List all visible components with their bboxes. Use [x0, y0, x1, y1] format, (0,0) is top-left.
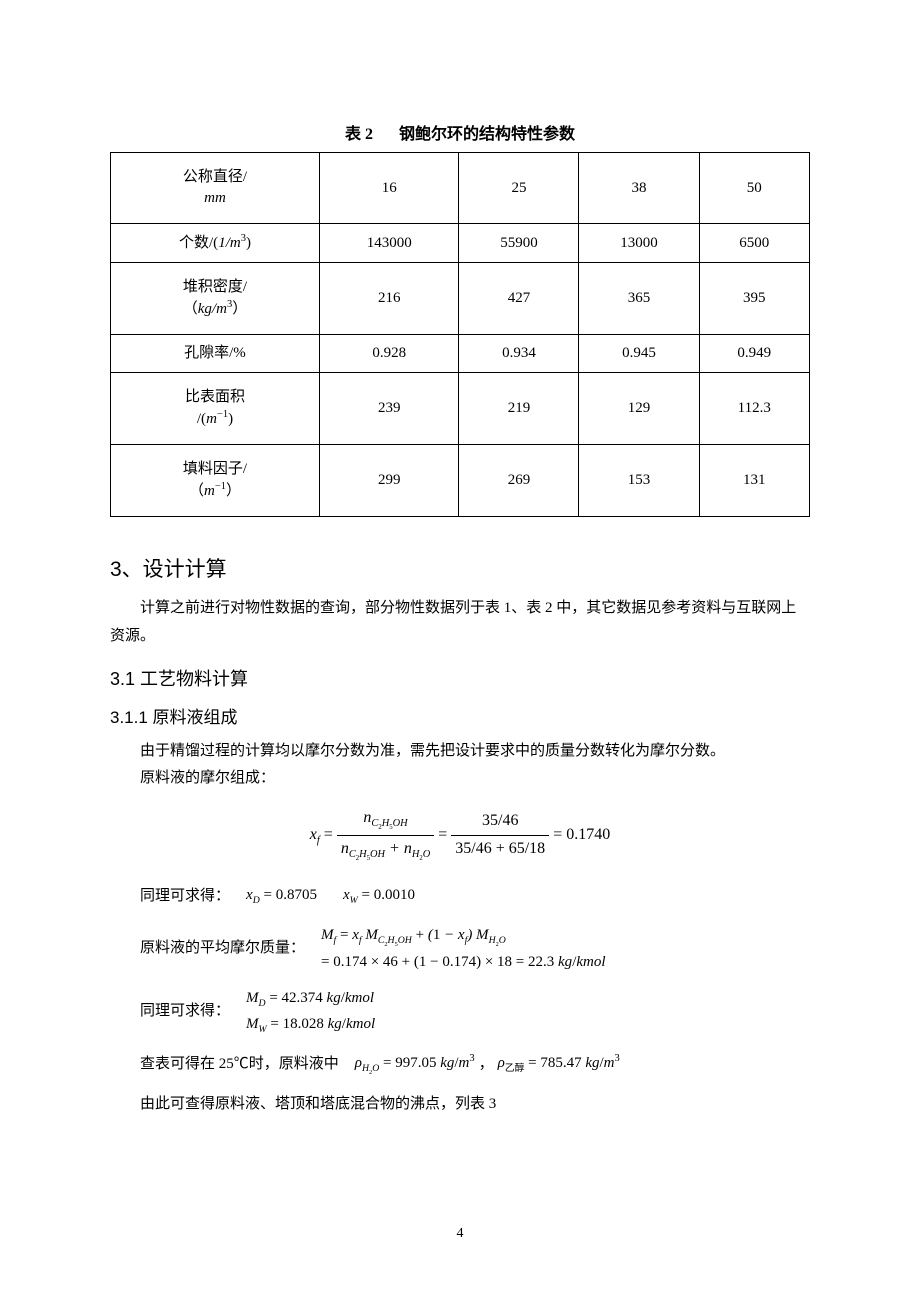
cell: 13000: [579, 224, 699, 263]
params-table: 公称直径/ mm 16 25 38 50 个数/(1/m3) 143000 55…: [110, 152, 810, 517]
heading-3-1-1: 3.1.1 原料液组成: [110, 703, 810, 728]
cell: 55900: [459, 224, 579, 263]
paragraph: 计算之前进行对物性数据的查询，部分物性数据列于表 1、表 2 中，其它数据见参考…: [110, 595, 810, 651]
table-row: 孔隙率/% 0.928 0.934 0.945 0.949: [111, 335, 810, 373]
heading-3: 3、设计计算: [110, 553, 810, 583]
cell: 427: [459, 263, 579, 335]
heading-3-1: 3.1 工艺物料计算: [110, 665, 810, 691]
cell: 395: [699, 263, 809, 335]
equation-xf: xf = nC2H5OH nC2H5OH + nH2O = 35/46 35/4…: [110, 807, 810, 863]
page-number: 4: [0, 1226, 920, 1242]
line-mf: 原料液的平均摩尔质量： Mf = xf MC2H5OH + (1 − xf) M…: [110, 923, 810, 974]
row-label: 堆积密度/ （kg/m3）: [111, 263, 320, 335]
line-xd-xw: 同理可求得： xD = 0.8705 xW = 0.0010: [110, 881, 810, 911]
cell: 6500: [699, 224, 809, 263]
cell: 365: [579, 263, 699, 335]
table-number: 表 2: [345, 126, 373, 143]
line-md-mw: 同理可求得： MD = 42.374 kg/kmol MW = 18.028 k…: [110, 986, 810, 1037]
cell: 216: [319, 263, 458, 335]
table-row: 堆积密度/ （kg/m3） 216 427 365 395: [111, 263, 810, 335]
row-label: 公称直径/ mm: [111, 153, 320, 224]
table-row: 填料因子/ （m−1） 299 269 153 131: [111, 445, 810, 517]
row-label: 孔隙率/%: [111, 335, 320, 373]
table-row: 公称直径/ mm 16 25 38 50: [111, 153, 810, 224]
cell: 129: [579, 373, 699, 445]
cell: 131: [699, 445, 809, 517]
paragraph: 由此可查得原料液、塔顶和塔底混合物的沸点，列表 3: [110, 1091, 810, 1119]
line-rho: 查表可得在 25℃时，原料液中 ρH2O = 997.05 kg/m3 ， ρ乙…: [110, 1049, 810, 1079]
cell: 153: [579, 445, 699, 517]
cell: 16: [319, 153, 458, 224]
cell: 38: [579, 153, 699, 224]
cell: 0.928: [319, 335, 458, 373]
cell: 0.934: [459, 335, 579, 373]
cell: 219: [459, 373, 579, 445]
cell: 0.949: [699, 335, 809, 373]
table-row: 个数/(1/m3) 143000 55900 13000 6500: [111, 224, 810, 263]
cell: 50: [699, 153, 809, 224]
row-label: 比表面积 /(m−1): [111, 373, 320, 445]
paragraph: 原料液的摩尔组成：: [110, 765, 810, 793]
cell: 143000: [319, 224, 458, 263]
table-title: 表 2 钢鲍尔环的结构特性参数: [110, 120, 810, 144]
cell: 299: [319, 445, 458, 517]
paragraph: 由于精馏过程的计算均以摩尔分数为准，需先把设计要求中的质量分数转化为摩尔分数。: [110, 738, 810, 766]
table-row: 比表面积 /(m−1) 239 219 129 112.3: [111, 373, 810, 445]
cell: 269: [459, 445, 579, 517]
cell: 25: [459, 153, 579, 224]
cell: 112.3: [699, 373, 809, 445]
row-label: 个数/(1/m3): [111, 224, 320, 263]
row-label: 填料因子/ （m−1）: [111, 445, 320, 517]
cell: 239: [319, 373, 458, 445]
cell: 0.945: [579, 335, 699, 373]
table-caption: 钢鲍尔环的结构特性参数: [399, 126, 575, 143]
